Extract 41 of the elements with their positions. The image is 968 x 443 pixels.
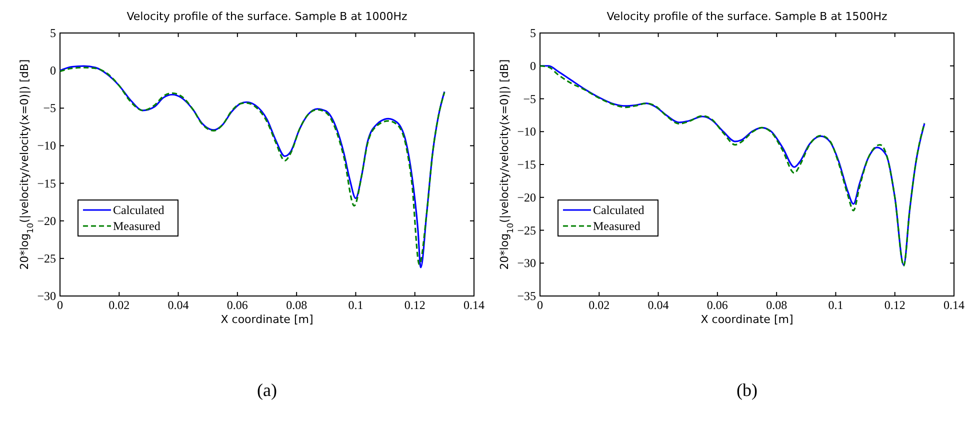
x-tick-label: 0.02	[588, 298, 610, 312]
y-tick-label: −5	[43, 101, 56, 116]
x-tick-label: 0.12	[404, 298, 426, 312]
text: (a)	[257, 380, 277, 400]
text: (b)	[736, 380, 758, 400]
x-tick-label: 0.06	[706, 298, 728, 312]
x-axis-title: X coordinate [m]	[700, 313, 794, 326]
x-tick-label: 0.12	[884, 298, 906, 312]
y-tick-label: 5	[50, 26, 56, 40]
x-tick-label: 0.02	[108, 298, 130, 312]
legend-label: Measured	[593, 219, 640, 233]
legend-label: Calculated	[593, 203, 644, 217]
y-tick-label: −25	[517, 223, 536, 238]
x-tick-label: 0.14	[464, 298, 484, 312]
y-tick-label: −10	[517, 124, 536, 139]
legend-label: Measured	[113, 219, 160, 233]
y-tick-label: −20	[37, 214, 56, 228]
y-tick-label: −25	[37, 251, 56, 266]
x-tick-label: 0.14	[944, 298, 964, 312]
y-tick-label: −20	[517, 190, 536, 204]
x-tick-label: 0.04	[168, 298, 189, 312]
y-tick-label: −30	[37, 289, 56, 303]
x-tick-label: 0.08	[286, 298, 308, 312]
y-tick-label: −15	[517, 158, 536, 172]
x-tick-label: 0.1	[348, 298, 364, 312]
y-tick-label: −35	[517, 289, 536, 303]
x-tick-label: 0.1	[828, 298, 844, 312]
legend-label: Calculated	[113, 203, 164, 217]
x-tick-label: 0.04	[648, 298, 669, 312]
y-tick-label: −10	[37, 138, 56, 153]
x-axis-title: X coordinate [m]	[220, 313, 314, 326]
chart-title: Velocity profile of the surface. Sample B at 1000Hz	[126, 10, 408, 23]
y-tick-label: 0	[530, 58, 536, 73]
x-tick-label: 0.08	[766, 298, 788, 312]
x-tick-label: 0.06	[226, 298, 248, 312]
y-tick-label: 5	[530, 26, 536, 40]
y-tick-label: 0	[50, 64, 56, 78]
y-tick-label: −5	[523, 92, 536, 106]
y-tick-label: −15	[37, 176, 56, 190]
chart-title: Velocity profile of the surface. Sample B at 1500Hz	[606, 10, 888, 23]
y-tick-label: −30	[517, 256, 536, 270]
